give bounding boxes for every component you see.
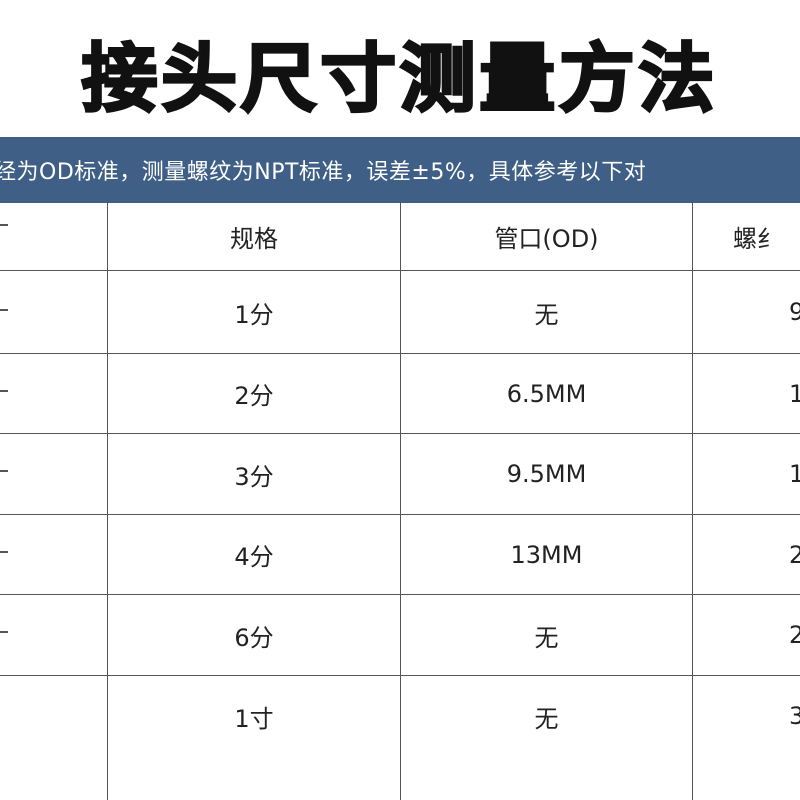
left-column-fragment — [0, 551, 8, 553]
info-banner: 经为OD标准，测量螺纹为NPT标准，误差±5%，具体参考以下对 — [0, 137, 800, 203]
grid-line — [0, 675, 800, 676]
left-column-fragment — [0, 470, 8, 472]
grid-line — [0, 433, 800, 434]
title-area: 接头尺寸测量方法 — [0, 0, 800, 137]
grid-line — [0, 353, 800, 354]
table-cell-od: 6.5MM — [506, 379, 587, 408]
grid-line — [107, 203, 108, 800]
table-cell-od: 无 — [534, 623, 559, 652]
grid-line — [692, 203, 693, 800]
header-spec: 规格 — [230, 225, 278, 253]
banner-text: 经为OD标准，测量螺纹为NPT标准，误差±5%，具体参考以下对 — [0, 160, 647, 185]
left-column-fragment — [0, 309, 8, 311]
table-cell-od: 9.5MM — [506, 460, 587, 488]
page-title: 接头尺寸测量方法 — [80, 35, 719, 124]
table-cell-od: 无 — [534, 300, 559, 329]
left-column-fragment — [0, 631, 8, 633]
table-cell-thread: 9 — [789, 298, 800, 326]
grid-line — [0, 594, 800, 595]
table-cell-spec: 2分 — [234, 382, 274, 410]
table-cell-thread: 1 — [789, 379, 800, 408]
header-thread: 螺纟 — [733, 225, 781, 253]
table-cell-spec: 1寸 — [234, 704, 274, 733]
left-column-fragment — [0, 224, 8, 226]
table-cell-spec: 4分 — [234, 543, 274, 571]
grid-line — [400, 203, 401, 800]
grid-line — [0, 514, 800, 515]
table-cell-thread: 2 — [789, 540, 800, 569]
header-od: 管口(OD) — [494, 225, 599, 253]
grid-line — [0, 270, 800, 271]
size-table: 规格 管口(OD) 螺纟 1分 无 9 2分 6.5MM 1 3分 9.5MM … — [0, 203, 800, 800]
table-cell-thread: 3 — [789, 702, 800, 730]
table-cell-thread: 1 — [789, 460, 800, 488]
table-cell-spec: 3分 — [234, 462, 274, 491]
table-cell-spec: 6分 — [234, 623, 274, 652]
table-cell-od: 13MM — [510, 540, 583, 569]
table-cell-od: 无 — [534, 704, 559, 733]
table-cell-thread: 2 — [789, 621, 800, 649]
table-cell-spec: 1分 — [234, 300, 274, 329]
left-column-fragment — [0, 390, 8, 392]
